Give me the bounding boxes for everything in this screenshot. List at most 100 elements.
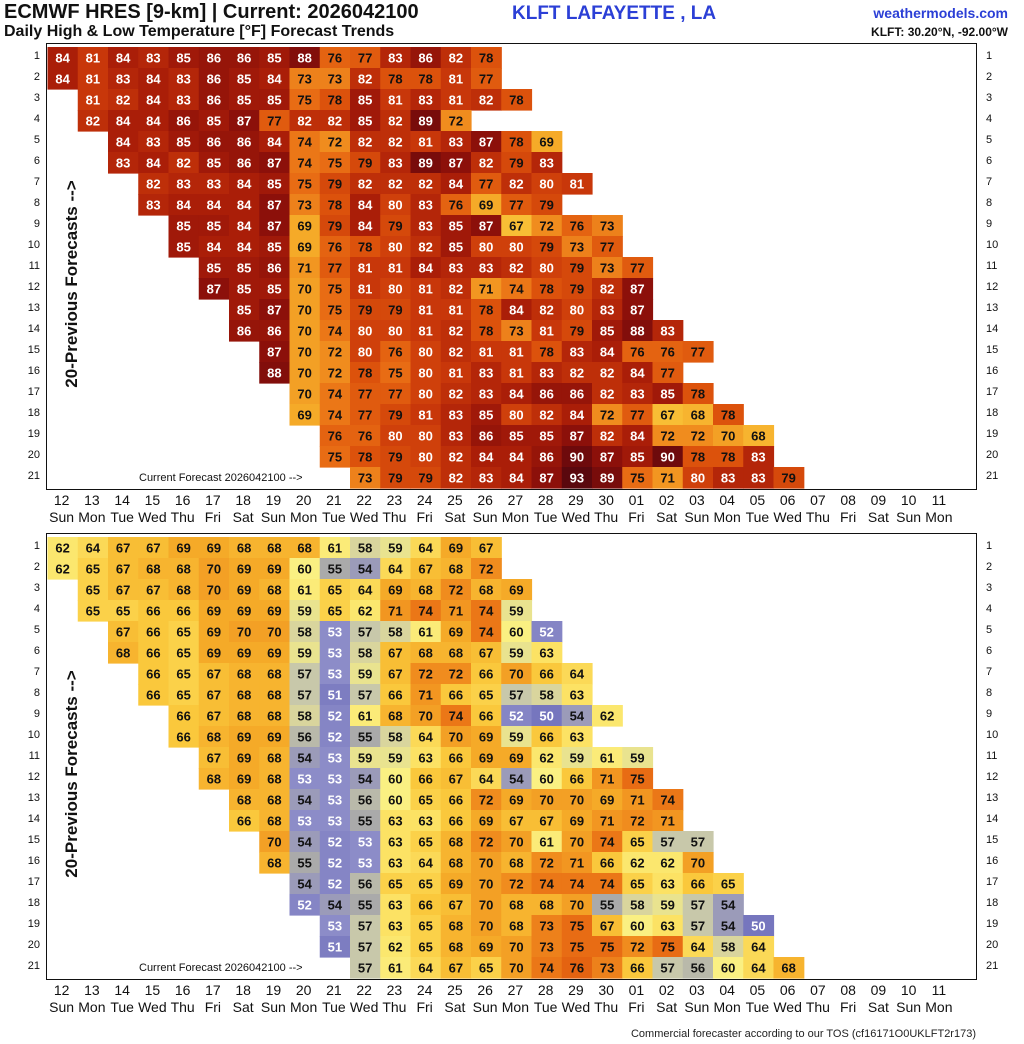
cell-value-label: 93 — [570, 471, 584, 486]
cell-value-label: 84 — [116, 135, 131, 150]
x-date-label: 01 — [628, 492, 645, 508]
heatmap-cell — [319, 831, 351, 853]
heatmap-cell — [259, 726, 291, 748]
heatmap-cell — [319, 152, 351, 174]
cell-value-label: 72 — [509, 877, 523, 892]
heatmap-cell — [380, 299, 412, 321]
cell-value-label: 82 — [388, 177, 402, 192]
cell-value-label: 69 — [479, 198, 493, 213]
heatmap-cell — [350, 915, 381, 937]
heatmap-cell — [501, 320, 533, 342]
heatmap-cell — [410, 278, 442, 300]
heatmap-cell — [471, 747, 502, 769]
station-name: KLFT LAFAYETTE , LA — [512, 3, 717, 24]
row-label-left: 5 — [33, 624, 40, 636]
heatmap-cell — [198, 236, 230, 258]
cell-value-label: 70 — [237, 625, 251, 640]
heatmap-cell — [440, 383, 472, 405]
heatmap-cell — [501, 131, 533, 153]
row-label-left: 15 — [27, 344, 40, 356]
heatmap-cell — [229, 278, 260, 300]
heatmap-cell — [380, 747, 412, 769]
cell-value-label: 68 — [237, 541, 251, 556]
cell-value-label: 59 — [388, 751, 402, 766]
heatmap-cell — [713, 915, 744, 937]
heatmap-cell — [561, 446, 593, 468]
heatmap-cell — [471, 705, 502, 727]
heatmap-cell — [410, 852, 442, 874]
x-date-label: 03 — [689, 492, 705, 508]
row-label-left: 8 — [33, 197, 40, 209]
cell-value-label: 60 — [721, 961, 735, 976]
row-label-left: 3 — [33, 582, 40, 594]
site-link[interactable]: weathermodels.com — [873, 5, 1008, 21]
cell-value-label: 63 — [388, 856, 402, 871]
cell-value-label: 66 — [600, 856, 614, 871]
heatmap-cell — [168, 194, 200, 216]
cell-value-label: 63 — [570, 688, 584, 703]
heatmap-cell — [350, 236, 381, 258]
cell-value-label: 83 — [449, 135, 463, 150]
heatmap-cell — [229, 747, 260, 769]
cell-value-label: 69 — [479, 730, 493, 745]
cell-value-label: 66 — [570, 772, 584, 787]
cell-value-label: 70 — [509, 835, 523, 850]
heatmap-cell — [531, 873, 563, 895]
cell-value-label: 83 — [449, 408, 463, 423]
cell-value-label: 70 — [509, 667, 523, 682]
cell-value-label: 65 — [116, 604, 130, 619]
heatmap-cell — [198, 173, 230, 195]
cell-value-label: 73 — [600, 961, 614, 976]
cell-value-label: 80 — [388, 324, 402, 339]
heatmap-cell — [319, 278, 351, 300]
cell-value-label: 72 — [449, 667, 463, 682]
cell-value-label: 79 — [509, 156, 523, 171]
cell-value-label: 80 — [539, 261, 553, 276]
heatmap-cell — [47, 47, 79, 69]
x-day-label: Mon — [925, 509, 953, 525]
heatmap-cell — [410, 152, 442, 174]
heatmap-cell — [319, 299, 351, 321]
cell-value-label: 77 — [267, 114, 281, 129]
heatmap-cell — [350, 467, 381, 489]
cell-value-label: 71 — [449, 604, 463, 619]
cell-value-label: 52 — [328, 730, 342, 745]
heatmap-cell — [440, 278, 472, 300]
heatmap-cell — [471, 726, 502, 748]
cell-value-label: 57 — [358, 625, 372, 640]
cell-value-label: 80 — [388, 429, 402, 444]
cell-value-label: 64 — [418, 961, 433, 976]
row-label-left: 4 — [33, 113, 40, 125]
cell-value-label: 84 — [146, 72, 161, 87]
heatmap-cell — [561, 173, 593, 195]
heatmap-cell — [319, 446, 351, 468]
cell-value-label: 86 — [207, 72, 221, 87]
cell-value-label: 69 — [237, 583, 251, 598]
heatmap-cell — [198, 131, 230, 153]
row-label-left: 6 — [33, 645, 40, 657]
cell-value-label: 68 — [751, 429, 765, 444]
heatmap-cell — [440, 684, 472, 706]
x-date-label: 06 — [779, 982, 796, 998]
heatmap-cell — [229, 726, 260, 748]
row-label-right: 7 — [986, 176, 993, 188]
cell-value-label: 87 — [539, 471, 553, 486]
heatmap-cell — [138, 47, 170, 69]
cell-value-label: 69 — [297, 408, 311, 423]
heatmap-cell — [471, 236, 502, 258]
cell-value-label: 65 — [630, 835, 644, 850]
x-date-label: 22 — [356, 982, 372, 998]
heatmap-cell — [380, 467, 412, 489]
heatmap-cell — [622, 957, 654, 979]
cell-value-label: 64 — [751, 961, 766, 976]
cell-value-label: 85 — [176, 135, 190, 150]
x-date-label: 07 — [810, 982, 826, 998]
cell-value-label: 73 — [358, 471, 372, 486]
heatmap-cell — [592, 789, 623, 811]
heatmap-cell — [380, 110, 412, 132]
cell-value-label: 84 — [146, 114, 161, 129]
heatmap-cell — [380, 257, 412, 279]
heatmap-cell — [138, 642, 170, 664]
cell-value-label: 83 — [116, 156, 130, 171]
cell-value-label: 81 — [358, 261, 372, 276]
